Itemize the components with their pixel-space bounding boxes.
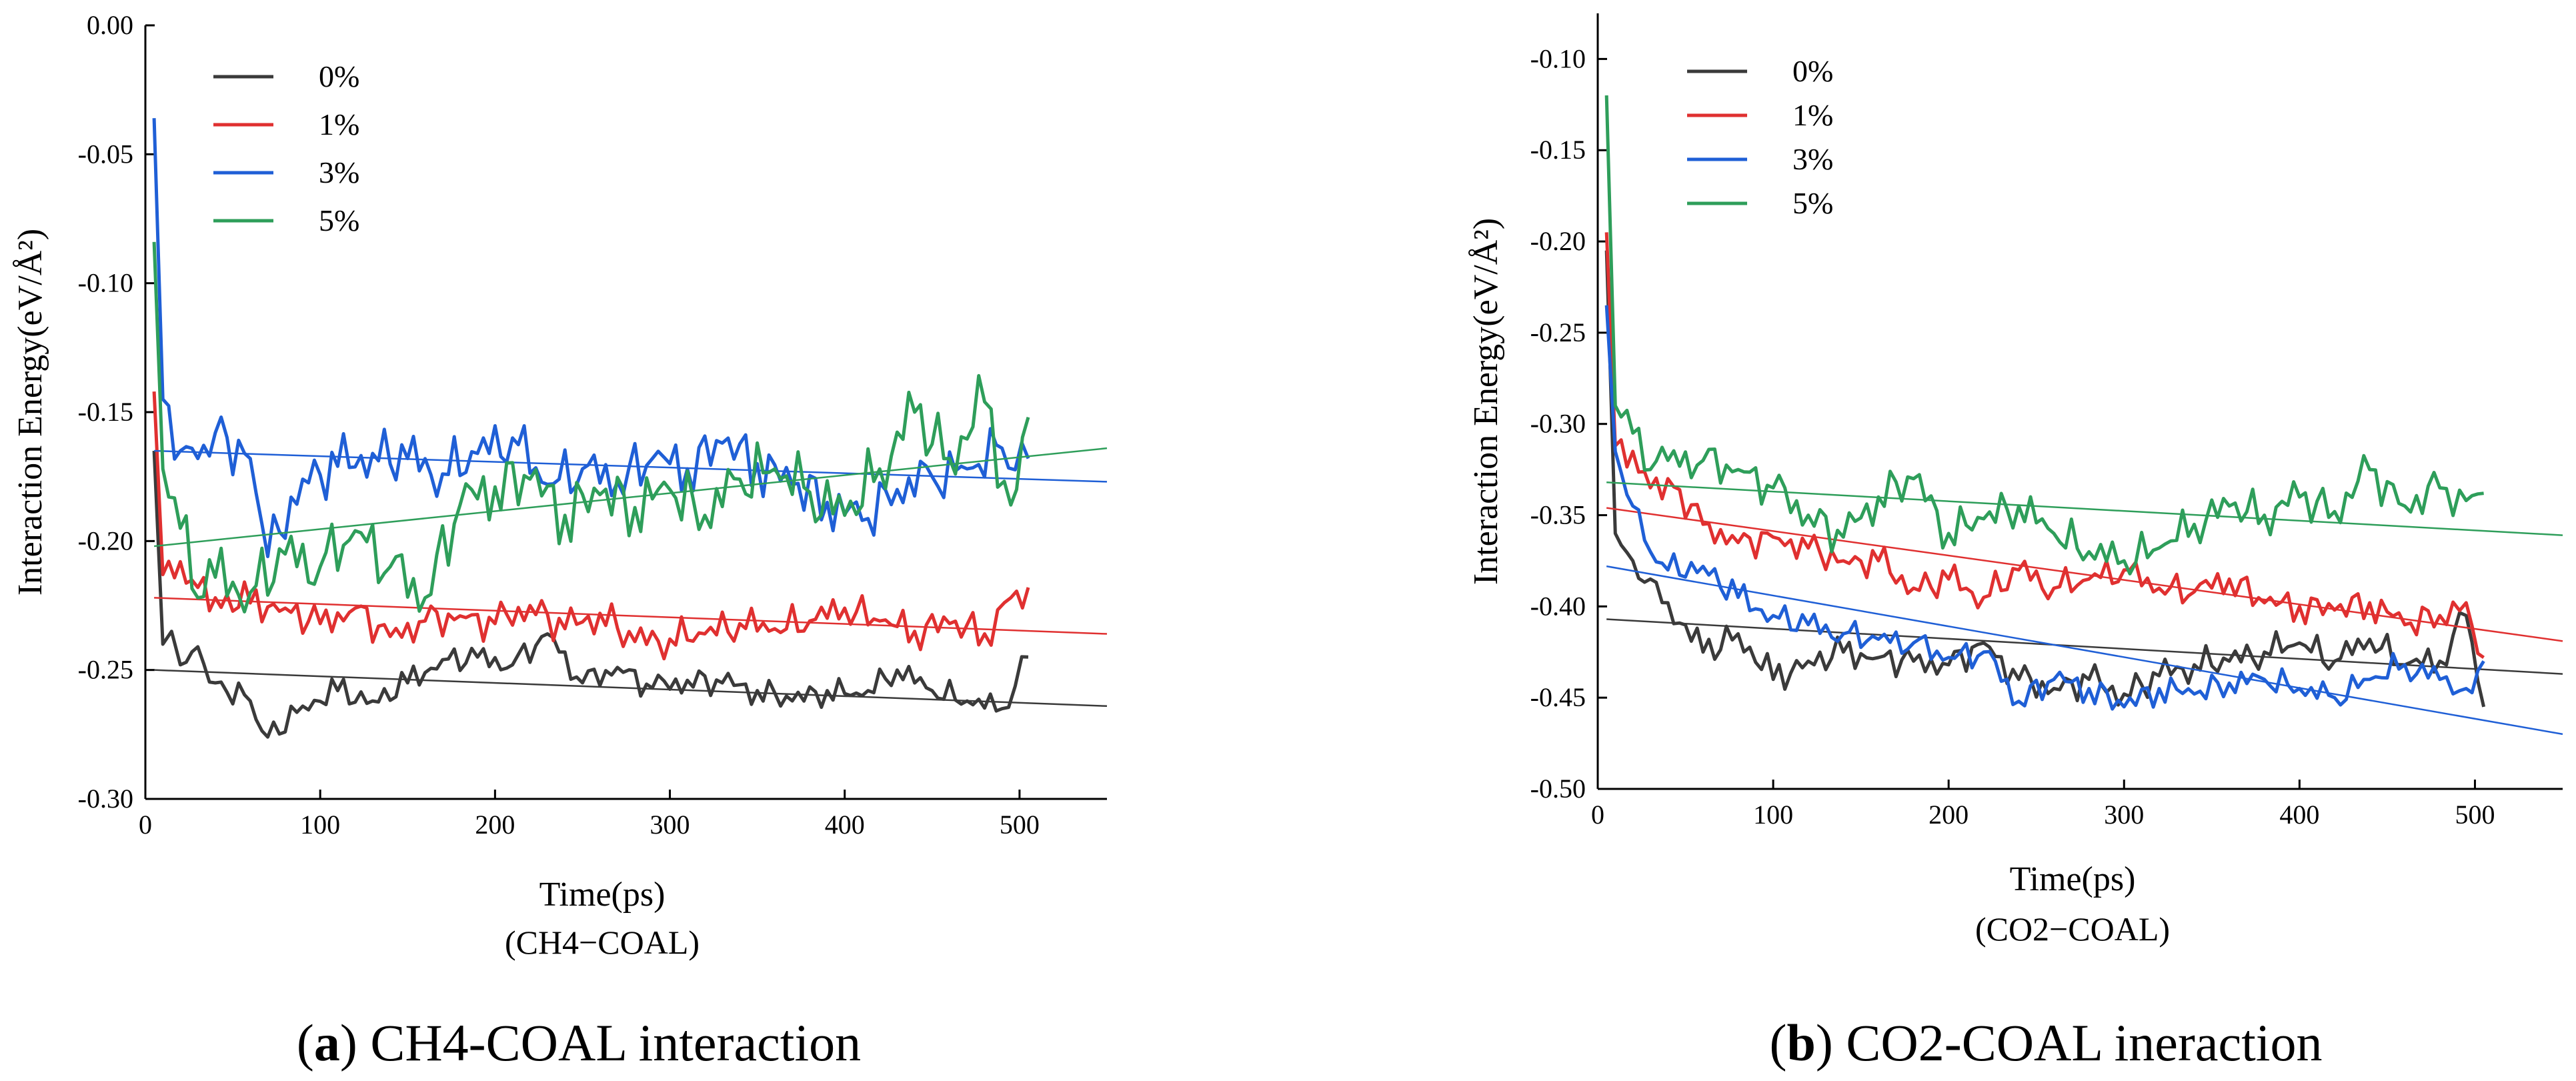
x-tick-label: 0 [139, 810, 152, 840]
legend-label: 5% [319, 203, 359, 237]
caption-b-close: ) [1816, 1014, 1833, 1072]
y-tick-label: -0.15 [1530, 135, 1586, 165]
x-tick-label: 100 [300, 810, 340, 840]
x-tick-label: 100 [1753, 800, 1793, 830]
y-tick-label: -0.25 [1530, 317, 1586, 347]
y-tick-label: -0.20 [1530, 226, 1586, 256]
legend: 0% 1% 3% 5% [1687, 54, 1833, 220]
y-tick-label: -0.10 [78, 268, 133, 298]
x-tick-label: 500 [1000, 810, 1040, 840]
x-tick-label: 200 [475, 810, 515, 840]
y-tick-label: -0.50 [1530, 774, 1586, 804]
legend-label: 3% [319, 155, 359, 189]
series-line-5pct [1604, 95, 2484, 576]
legend-label: 1% [1792, 98, 1833, 132]
caption-b-open: ( [1770, 1014, 1787, 1072]
series-line-3pct [1604, 305, 2485, 711]
x-tick-label: 400 [825, 810, 865, 840]
legend: 0% 1% 3% 5% [213, 59, 359, 237]
x-tick-label: 300 [650, 810, 690, 840]
caption-a: (a) CH4-COAL interaction [297, 1014, 861, 1072]
y-tick-label: -0.45 [1530, 682, 1586, 712]
caption-b: (b) CO2-COAL ineraction [1770, 1014, 2323, 1072]
legend-label: 1% [319, 107, 359, 141]
y-axis-title: Interaction Energy(eV/Å²) [11, 229, 49, 596]
x-tick-label: 0 [1591, 800, 1604, 830]
legend-label: 0% [1792, 54, 1833, 88]
y-tick-label: -0.20 [78, 525, 133, 556]
x-tick-label: 500 [2455, 800, 2495, 830]
trend-line-1pct [154, 597, 1108, 635]
series-line-3pct [152, 118, 1030, 558]
y-tick-label: -0.40 [1530, 591, 1586, 621]
series-line-5pct [152, 241, 1030, 614]
caption-a-open: ( [297, 1014, 314, 1072]
caption-a-letter: a [314, 1014, 340, 1072]
trend-line-5pct [153, 447, 1108, 548]
series-line-1pct [1604, 232, 2485, 660]
y-axis-title: Interaction Energy(eV/Å²) [1467, 218, 1505, 585]
chart-sublabel: (CH4−COAL) [505, 924, 700, 961]
legend-label: 5% [1792, 186, 1833, 220]
series-line-0pct [152, 450, 1029, 739]
x-tick-label: 300 [2104, 800, 2144, 830]
x-tick-label: 400 [2279, 800, 2319, 830]
x-axis-title: Time(ps) [539, 876, 666, 914]
y-tick-label: -0.10 [1530, 43, 1586, 73]
y-tick-label: -0.15 [78, 397, 133, 427]
chart-panel-co2-coal: -0.10 -0.15 -0.20 -0.25 -0.30 -0.35 -0.40 -0.45… [1467, 13, 2563, 1072]
series-line-0pct [1604, 250, 2486, 708]
y-tick-label: -0.05 [78, 139, 133, 169]
trend-line-0pct [154, 669, 1108, 708]
caption-b-text: CO2-COAL ineraction [1833, 1014, 2323, 1072]
chart-panel-ch4-coal: 0.00 -0.05 -0.10 -0.15 -0.20 -0.25 -0.30 0 100 2… [11, 10, 1108, 1072]
x-axis-title: Time(ps) [2010, 860, 2136, 898]
caption-a-text: CH4-COAL interaction [357, 1014, 861, 1072]
y-tick-label: 0.00 [87, 10, 133, 40]
y-tick-label: -0.35 [1530, 500, 1586, 530]
trend-line-3pct [1606, 565, 2563, 736]
legend-label: 3% [1792, 142, 1833, 176]
y-tick-label: -0.25 [78, 655, 133, 685]
y-tick-label: -0.30 [1530, 409, 1586, 439]
y-tick-label: -0.30 [78, 784, 133, 814]
x-tick-label: 200 [1928, 800, 1969, 830]
caption-b-letter: b [1786, 1014, 1815, 1072]
chart-sublabel: (CO2−COAL) [1975, 910, 2170, 948]
legend-label: 0% [319, 59, 359, 93]
caption-a-close: ) [340, 1014, 357, 1072]
series-line-1pct [152, 391, 1030, 661]
